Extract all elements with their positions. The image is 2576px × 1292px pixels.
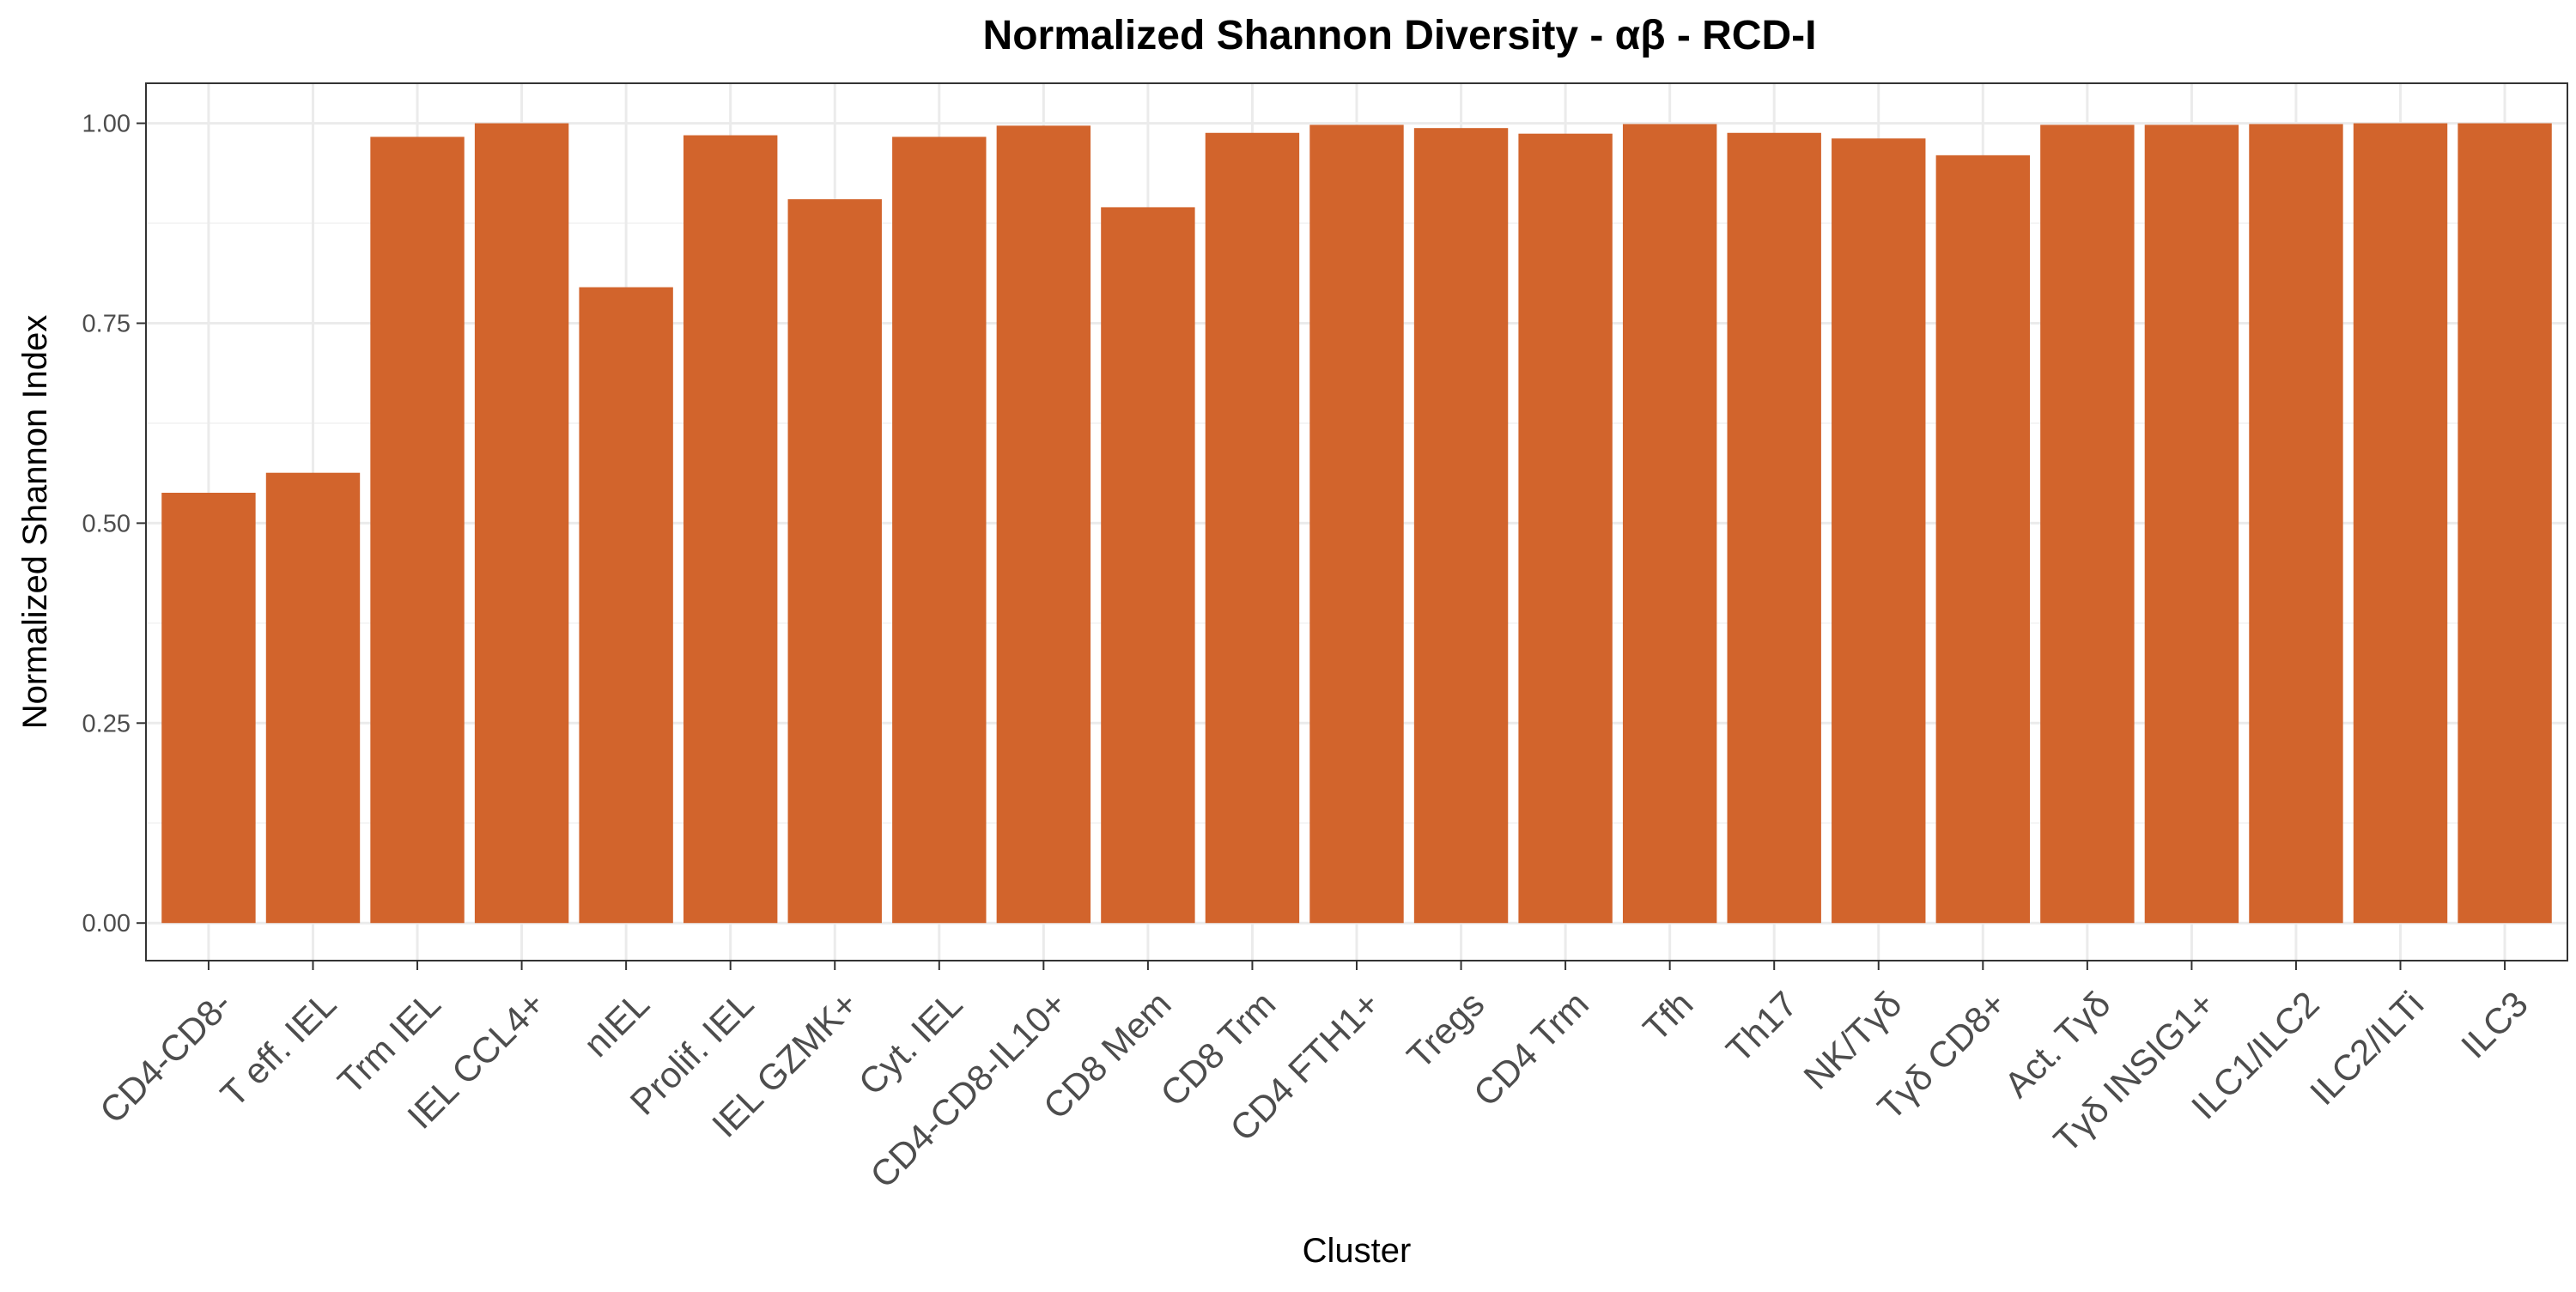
bar-4 [474,123,569,924]
bar-7 [787,199,882,924]
bar-14 [1518,133,1613,924]
x-axis-label: Cluster [1303,1232,1412,1270]
bar-12 [1309,124,1404,924]
bar-22 [2353,123,2448,924]
bar-19 [2040,124,2135,924]
y-tick-label: 1.00 [82,111,131,138]
bar-21 [2249,124,2343,924]
bar-8 [892,136,987,924]
x-tick-label: Th17 [1718,984,1805,1071]
bar-18 [1935,155,2031,924]
x-tick-label: nIEL [576,984,657,1065]
bars [161,123,2552,924]
bar-13 [1413,128,1509,924]
x-tick-label: CD4 Trm [1466,984,1596,1114]
y-tick-label: 0.00 [82,910,131,937]
x-tick-label: Tregs [1399,984,1492,1077]
bar-3 [370,136,465,924]
x-tick-label: ILC3 [2453,984,2536,1066]
y-tick-label: 0.25 [82,710,131,737]
bar-20 [2144,124,2239,924]
bar-9 [996,125,1091,924]
bar-17 [1832,138,1926,924]
bar-1 [161,492,256,924]
y-axis-label: Normalized Shannon Index [16,315,54,730]
bar-23 [2458,123,2552,924]
bar-15 [1622,124,1717,924]
bar-11 [1205,132,1300,924]
y-tick-label: 0.75 [82,310,131,337]
bar-10 [1101,207,1195,924]
y-tick-label: 0.50 [82,510,131,537]
chart-title: Normalized Shannon Diversity - αβ - RCD-… [983,13,1817,58]
y-axis: 0.00 0.25 0.50 0.75 1.00 [82,111,146,937]
x-tick-label: CD4-CD8-IL10+ [862,984,1074,1196]
bar-16 [1727,132,1821,924]
x-tick-label: Tfh [1635,984,1700,1049]
x-tick-label: CD4-CD8- [92,984,240,1131]
x-tick-label: T eff. IEL [213,984,344,1115]
bar-5 [579,287,673,924]
bar-6 [683,135,778,924]
x-tick-label: ILC2/ILTi [2302,984,2431,1113]
bar-2 [265,472,361,924]
